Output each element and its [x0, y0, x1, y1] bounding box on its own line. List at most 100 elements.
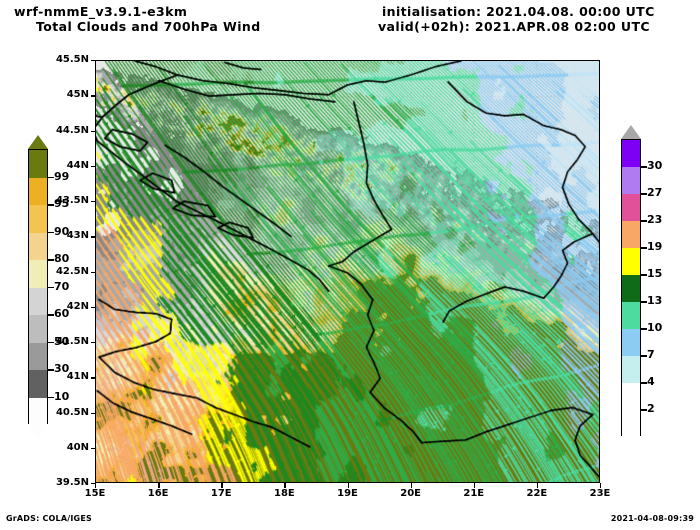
- x-axis-tick-label: 18E: [274, 488, 295, 499]
- colorbar-segment: [29, 287, 47, 315]
- colorbar-tick-mark: [641, 409, 647, 411]
- colorbar-tick-mark: [641, 220, 647, 222]
- colorbar-tick-mark: [48, 204, 54, 206]
- colorbar-tick-label: 13: [647, 294, 663, 307]
- colorbar-tick-mark: [641, 328, 647, 330]
- x-axis-tick-label: 23E: [589, 488, 611, 499]
- x-axis-tick-mark: [158, 483, 160, 488]
- y-axis-tick-label: 43N: [66, 230, 89, 242]
- colorbar-tick-label: 10: [54, 389, 70, 403]
- colorbar-tick-label: 4: [647, 375, 655, 388]
- colorbar-tick-label: 23: [647, 213, 663, 226]
- colorbar-gradient[interactable]: [28, 149, 48, 425]
- colorbar-over-arrow: [621, 125, 641, 139]
- colorbar-tick-label: 60: [54, 307, 70, 320]
- y-axis-tick-mark: [91, 130, 96, 132]
- colorbar-segment: [29, 177, 47, 205]
- y-axis-tick-label: 42.5N: [55, 265, 89, 277]
- x-axis-tick-label: 20E: [400, 488, 421, 499]
- field-title: Total Clouds and 700hPa Wind: [36, 19, 261, 34]
- colorbar-tick-label: 15: [647, 267, 663, 280]
- x-axis-tick-mark: [473, 483, 476, 488]
- y-axis-tick-label: 41N: [66, 371, 89, 383]
- colorbar-segment: [622, 248, 640, 275]
- colorbar-tick-mark: [641, 166, 647, 168]
- colorbar-tick-mark: [48, 396, 54, 398]
- y-axis-tick-mark: [91, 483, 96, 485]
- x-axis-tick-mark: [347, 483, 349, 488]
- colorbar-gradient[interactable]: [621, 139, 641, 437]
- y-axis-tick-mark: [91, 306, 96, 309]
- weather-map-canvas: [96, 61, 599, 482]
- y-axis-tick-label: 43.5N: [55, 195, 89, 206]
- colorbar-segment: [622, 302, 640, 329]
- colorbar-segment: [622, 383, 640, 410]
- colorbar-segment: [622, 275, 640, 302]
- y-axis-tick-label: 42N: [66, 300, 89, 312]
- colorbar-tick-mark: [48, 369, 54, 371]
- colorbar-tick-label: 50: [54, 334, 70, 348]
- colorbar-tick-mark: [641, 193, 647, 195]
- x-axis-tick-mark: [410, 483, 413, 488]
- colorbar-tick-mark: [641, 274, 647, 276]
- y-axis-tick-label: 44N: [66, 159, 89, 171]
- colorbar-tick-mark: [48, 231, 54, 233]
- colorbar-segment: [622, 410, 640, 437]
- initialisation-time: initialisation: 2021.04.08. 00:00 UTC: [382, 4, 655, 19]
- colorbar-tick-label: 80: [54, 252, 70, 265]
- colorbar-segment: [29, 232, 47, 260]
- colorbar-tick-label: 10: [647, 321, 663, 334]
- colorbar-segment: [622, 356, 640, 383]
- colorbar-tick-label: 27: [647, 186, 663, 199]
- colorbar-tick-mark: [48, 286, 54, 288]
- y-axis-tick-label: 44.5N: [55, 124, 89, 136]
- y-axis-tick-mark: [91, 412, 96, 414]
- x-axis-tick-label: 22E: [526, 488, 548, 499]
- x-axis-tick-mark: [95, 483, 97, 488]
- y-axis-tick-mark: [91, 165, 96, 168]
- y-axis-tick-mark: [91, 377, 96, 379]
- y-axis-tick-label: 40N: [66, 441, 89, 453]
- x-axis-tick-label: 17E: [210, 488, 232, 499]
- y-axis-tick-mark: [91, 271, 96, 273]
- colorbar-under-arrow: [28, 424, 48, 440]
- colorbar-segment: [29, 342, 47, 370]
- header-left-block: wrf-nmmE_v3.9.1-e3km Total Clouds and 70…: [14, 4, 354, 34]
- colorbar-tick-label: 90: [54, 224, 70, 238]
- x-axis-tick-mark: [600, 483, 602, 488]
- colorbar-tick-mark: [641, 382, 647, 384]
- valid-time: valid(+02h): 2021.APR.08 02:00 UTC: [378, 19, 650, 34]
- x-axis-tick-label: 16E: [147, 488, 169, 499]
- x-axis-tick-mark: [221, 483, 223, 488]
- colorbar-tick-mark: [48, 259, 54, 261]
- colorbar-tick-label: 7: [647, 348, 655, 361]
- colorbar-segment: [29, 150, 47, 178]
- colorbar-segment: [29, 205, 47, 233]
- y-axis-tick-label: 41.5N: [55, 336, 89, 347]
- y-axis-tick-mark: [91, 60, 96, 62]
- colorbar-under-arrow: [621, 436, 641, 452]
- x-axis-tick-mark: [536, 483, 539, 488]
- y-axis-tick-mark: [91, 236, 96, 238]
- colorbar-tick-mark: [641, 247, 647, 249]
- colorbar-segment: [622, 140, 640, 167]
- footer-credit: GrADS: COLA/IGES: [6, 514, 92, 523]
- colorbar-tick-label: 30: [54, 362, 70, 375]
- y-axis-tick-label: 39.5N: [55, 477, 89, 488]
- colorbar-tick-label: 95: [54, 197, 70, 210]
- map-plot-area[interactable]: [95, 60, 600, 483]
- colorbar-segment: [622, 329, 640, 356]
- colorbar-tick-label: 19: [647, 240, 663, 253]
- colorbar-tick-label: 30: [647, 159, 663, 172]
- colorbar-tick-mark: [641, 355, 647, 357]
- model-title: wrf-nmmE_v3.9.1-e3km: [14, 4, 188, 19]
- x-axis-tick-label: 19E: [337, 488, 358, 499]
- colorbar-tick-mark: [48, 314, 54, 316]
- footer-timestamp: 2021-04-08-09:39: [610, 514, 694, 523]
- y-axis-tick-label: 40.5N: [55, 406, 89, 418]
- colorbar-segment: [622, 221, 640, 248]
- colorbar-segment: [29, 315, 47, 343]
- x-axis-tick-label: 21E: [463, 488, 485, 499]
- colorbar-segment: [29, 370, 47, 398]
- x-axis-tick-mark: [284, 483, 286, 488]
